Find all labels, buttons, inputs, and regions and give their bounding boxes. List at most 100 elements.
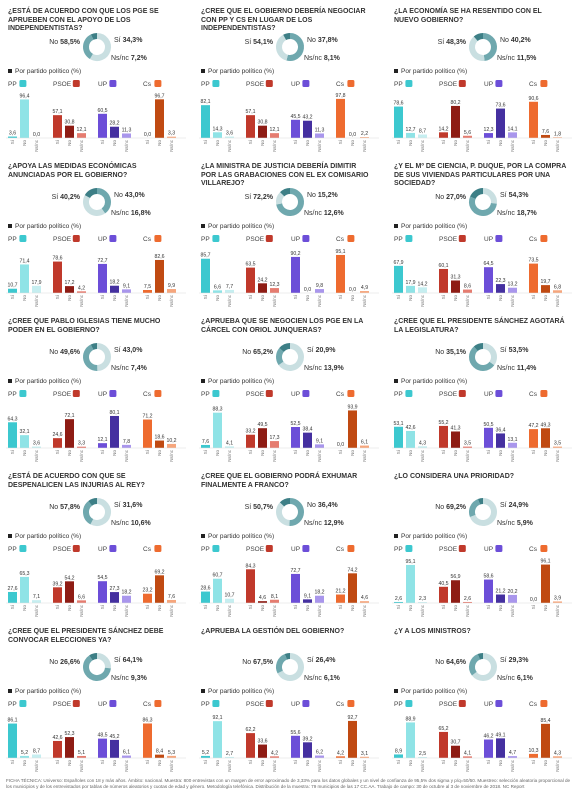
- answer-value: 15,2%: [318, 192, 339, 199]
- answer-name: Sí: [245, 194, 252, 201]
- bar-axis-label: Ns/nc: [169, 759, 174, 771]
- bar: [291, 573, 300, 603]
- bar-value-label: 97,8: [335, 93, 345, 99]
- bar: [553, 601, 562, 603]
- bar: [496, 594, 505, 603]
- bar-value-label: 3,1: [361, 751, 368, 757]
- answer-value: 57,8%: [60, 504, 81, 511]
- answer-name: Ns/nc: [304, 520, 322, 527]
- bar-value-label: 6,2: [316, 750, 323, 756]
- donut-segment: [469, 498, 497, 526]
- bar-value-label: 4,6: [361, 595, 368, 601]
- party-logo: [212, 80, 220, 87]
- bar-axis-label: Sí: [145, 294, 150, 299]
- question: ¿CREE QUE EL PRESIDENTE SÁNCHEZ DEBE CON…: [8, 628, 164, 644]
- bar-value-label: 9,9: [168, 283, 175, 289]
- party-name: UP: [291, 546, 300, 553]
- bar-axis-label: Ns/nc: [317, 604, 322, 616]
- party-logo: [154, 80, 162, 87]
- answer-value: 10,6%: [131, 520, 152, 527]
- party-logo: [72, 235, 80, 242]
- bar-value-label: 73,5: [528, 258, 538, 264]
- answer-label: No 64,6%: [435, 659, 467, 666]
- bar-value-label: 24,2: [257, 277, 267, 283]
- donut-segment: [469, 654, 481, 676]
- bar: [65, 581, 74, 603]
- bar-value-label: 96,4: [19, 93, 29, 99]
- bar-value-label: 7,1: [33, 594, 40, 600]
- answer-value: 6,1%: [324, 675, 341, 682]
- donut-segment: [280, 188, 291, 197]
- answer-label: Sí 34,3%: [114, 37, 143, 44]
- answer-value: 43,0%: [125, 192, 146, 199]
- bar-axis-label: No: [22, 450, 27, 456]
- bar: [155, 99, 164, 138]
- bar: [110, 126, 119, 138]
- answer-value: 48,3%: [446, 39, 467, 46]
- bar: [484, 579, 493, 603]
- donut-segment: [83, 655, 111, 681]
- bar: [418, 757, 427, 758]
- bar-axis-label: No: [498, 295, 503, 301]
- bar-value-label: 48,5: [97, 733, 107, 739]
- party-name: UP: [98, 701, 107, 708]
- bar-value-label: 32,1: [19, 429, 29, 435]
- question: ¿APRUEBA QUE SE NEGOCIEN LOS PGE EN LA C…: [201, 318, 364, 334]
- answer-label: No 26,6%: [49, 659, 81, 666]
- party-name: PP: [394, 701, 403, 708]
- bar: [439, 731, 448, 758]
- bar-axis-label: Sí: [100, 139, 105, 144]
- donut-segment: [96, 188, 111, 214]
- bar: [167, 289, 176, 293]
- bar: [348, 720, 357, 758]
- answer-value: 67,5%: [253, 659, 274, 666]
- bar: [529, 429, 538, 448]
- party-logo: [109, 545, 117, 552]
- bar: [451, 280, 460, 293]
- answer-label: No 35,1%: [435, 349, 467, 356]
- answer-value: 40,2%: [511, 37, 532, 44]
- answer-label: Sí 40,2%: [52, 194, 81, 201]
- bar-value-label: 24,6: [52, 432, 62, 438]
- bar-axis-label: No: [350, 295, 355, 301]
- bar: [439, 425, 448, 448]
- bar-axis-label: Ns/nc: [510, 604, 515, 616]
- bar: [553, 290, 562, 293]
- bar-axis-label: Sí: [396, 139, 401, 144]
- answer-label: No 58,5%: [49, 39, 81, 46]
- bar-value-label: 12,1: [76, 127, 86, 133]
- bar-value-label: 17,3: [269, 435, 279, 441]
- bar: [291, 119, 300, 138]
- section-header: Por partido político (%): [15, 68, 81, 75]
- answer-label: Sí 50,7%: [245, 504, 274, 511]
- bar: [225, 446, 234, 448]
- answer-label: Ns/nc 16,8%: [111, 210, 151, 217]
- bar-axis-label: Ns/nc: [362, 604, 367, 616]
- answer-name: Sí: [500, 502, 507, 509]
- bar-value-label: 4,9: [361, 285, 368, 291]
- answer-name: Ns/nc: [304, 55, 322, 62]
- bar-value-label: 88,9: [405, 716, 415, 722]
- bar-axis-label: Ns/nc: [79, 449, 84, 461]
- bar-value-label: 7,6: [202, 439, 209, 445]
- bar: [451, 745, 460, 758]
- answer-label: No 65,2%: [242, 349, 274, 356]
- bar-value-label: 4,1: [464, 750, 471, 756]
- party-logo: [109, 700, 117, 707]
- bar-axis-label: No: [260, 605, 265, 611]
- bar: [303, 599, 312, 603]
- bar-value-label: 17,9: [31, 280, 41, 286]
- bar: [246, 434, 255, 448]
- bar-value-label: 3,6: [9, 131, 16, 137]
- bar-value-label: 3,5: [464, 441, 471, 447]
- bar: [418, 287, 427, 293]
- bar-value-label: 10,3: [528, 748, 538, 754]
- bar-axis-label: Ns/nc: [34, 294, 39, 306]
- bar-axis-label: Sí: [203, 294, 208, 299]
- bar: [291, 735, 300, 758]
- bar-value-label: 95,1: [335, 249, 345, 255]
- bar-value-label: 55,6: [290, 730, 300, 736]
- bar-value-label: 14,2: [438, 126, 448, 132]
- answer-name: Sí: [114, 502, 121, 509]
- bar-value-label: 0,0: [144, 132, 151, 138]
